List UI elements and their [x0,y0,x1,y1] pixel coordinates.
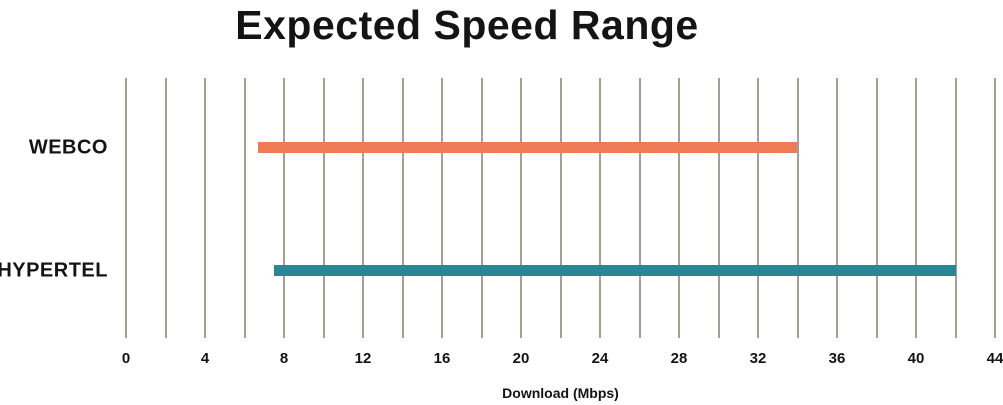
gridline [915,78,917,338]
x-tick-label: 4 [200,350,210,367]
gridline [125,78,127,338]
gridline [204,78,206,338]
x-axis-tick-labels: 0 4 8 12 16 20 24 28 32 36 40 44 [122,350,1003,368]
gridline [401,78,404,338]
gridline [362,78,364,338]
x-tick-label: 40 [907,350,925,367]
gridline [559,78,562,338]
gridline [283,78,285,338]
gridline [520,78,522,338]
x-tick-label: 24 [591,350,609,367]
x-tick-label: 12 [354,350,372,367]
x-tick-label: 20 [512,350,530,367]
x-tick-label: 28 [670,350,688,367]
range-bar-hypertel [274,265,956,276]
category-label-hypertel: HYPERTEL [0,259,108,281]
gridline [480,78,483,338]
chart-title: Expected Speed Range [235,2,699,48]
gridline [717,78,720,338]
gridline [757,78,759,338]
x-tick-label: 36 [828,350,846,367]
gridline [954,78,957,338]
gridline [164,78,167,338]
range-bar-webco [258,142,798,153]
gridline [243,78,246,338]
gridline [638,78,641,338]
gridline [678,78,680,338]
plot-area [125,78,996,338]
gridline [836,78,838,338]
gridline [322,78,325,338]
x-tick-label: 44 [986,350,1003,367]
category-label-webco: WEBCO [28,136,108,158]
gridline [599,78,601,338]
x-tick-label: 32 [749,350,767,367]
gridline [875,78,878,338]
x-axis-title: Download (Mbps) [502,385,619,401]
x-tick-label: 16 [433,350,451,367]
category-labels: WEBCO HYPERTEL [0,78,108,338]
x-tick-label: 0 [121,350,131,367]
gridline [796,78,799,338]
gridline [441,78,443,338]
x-tick-label: 8 [279,350,289,367]
gridline [994,78,996,338]
